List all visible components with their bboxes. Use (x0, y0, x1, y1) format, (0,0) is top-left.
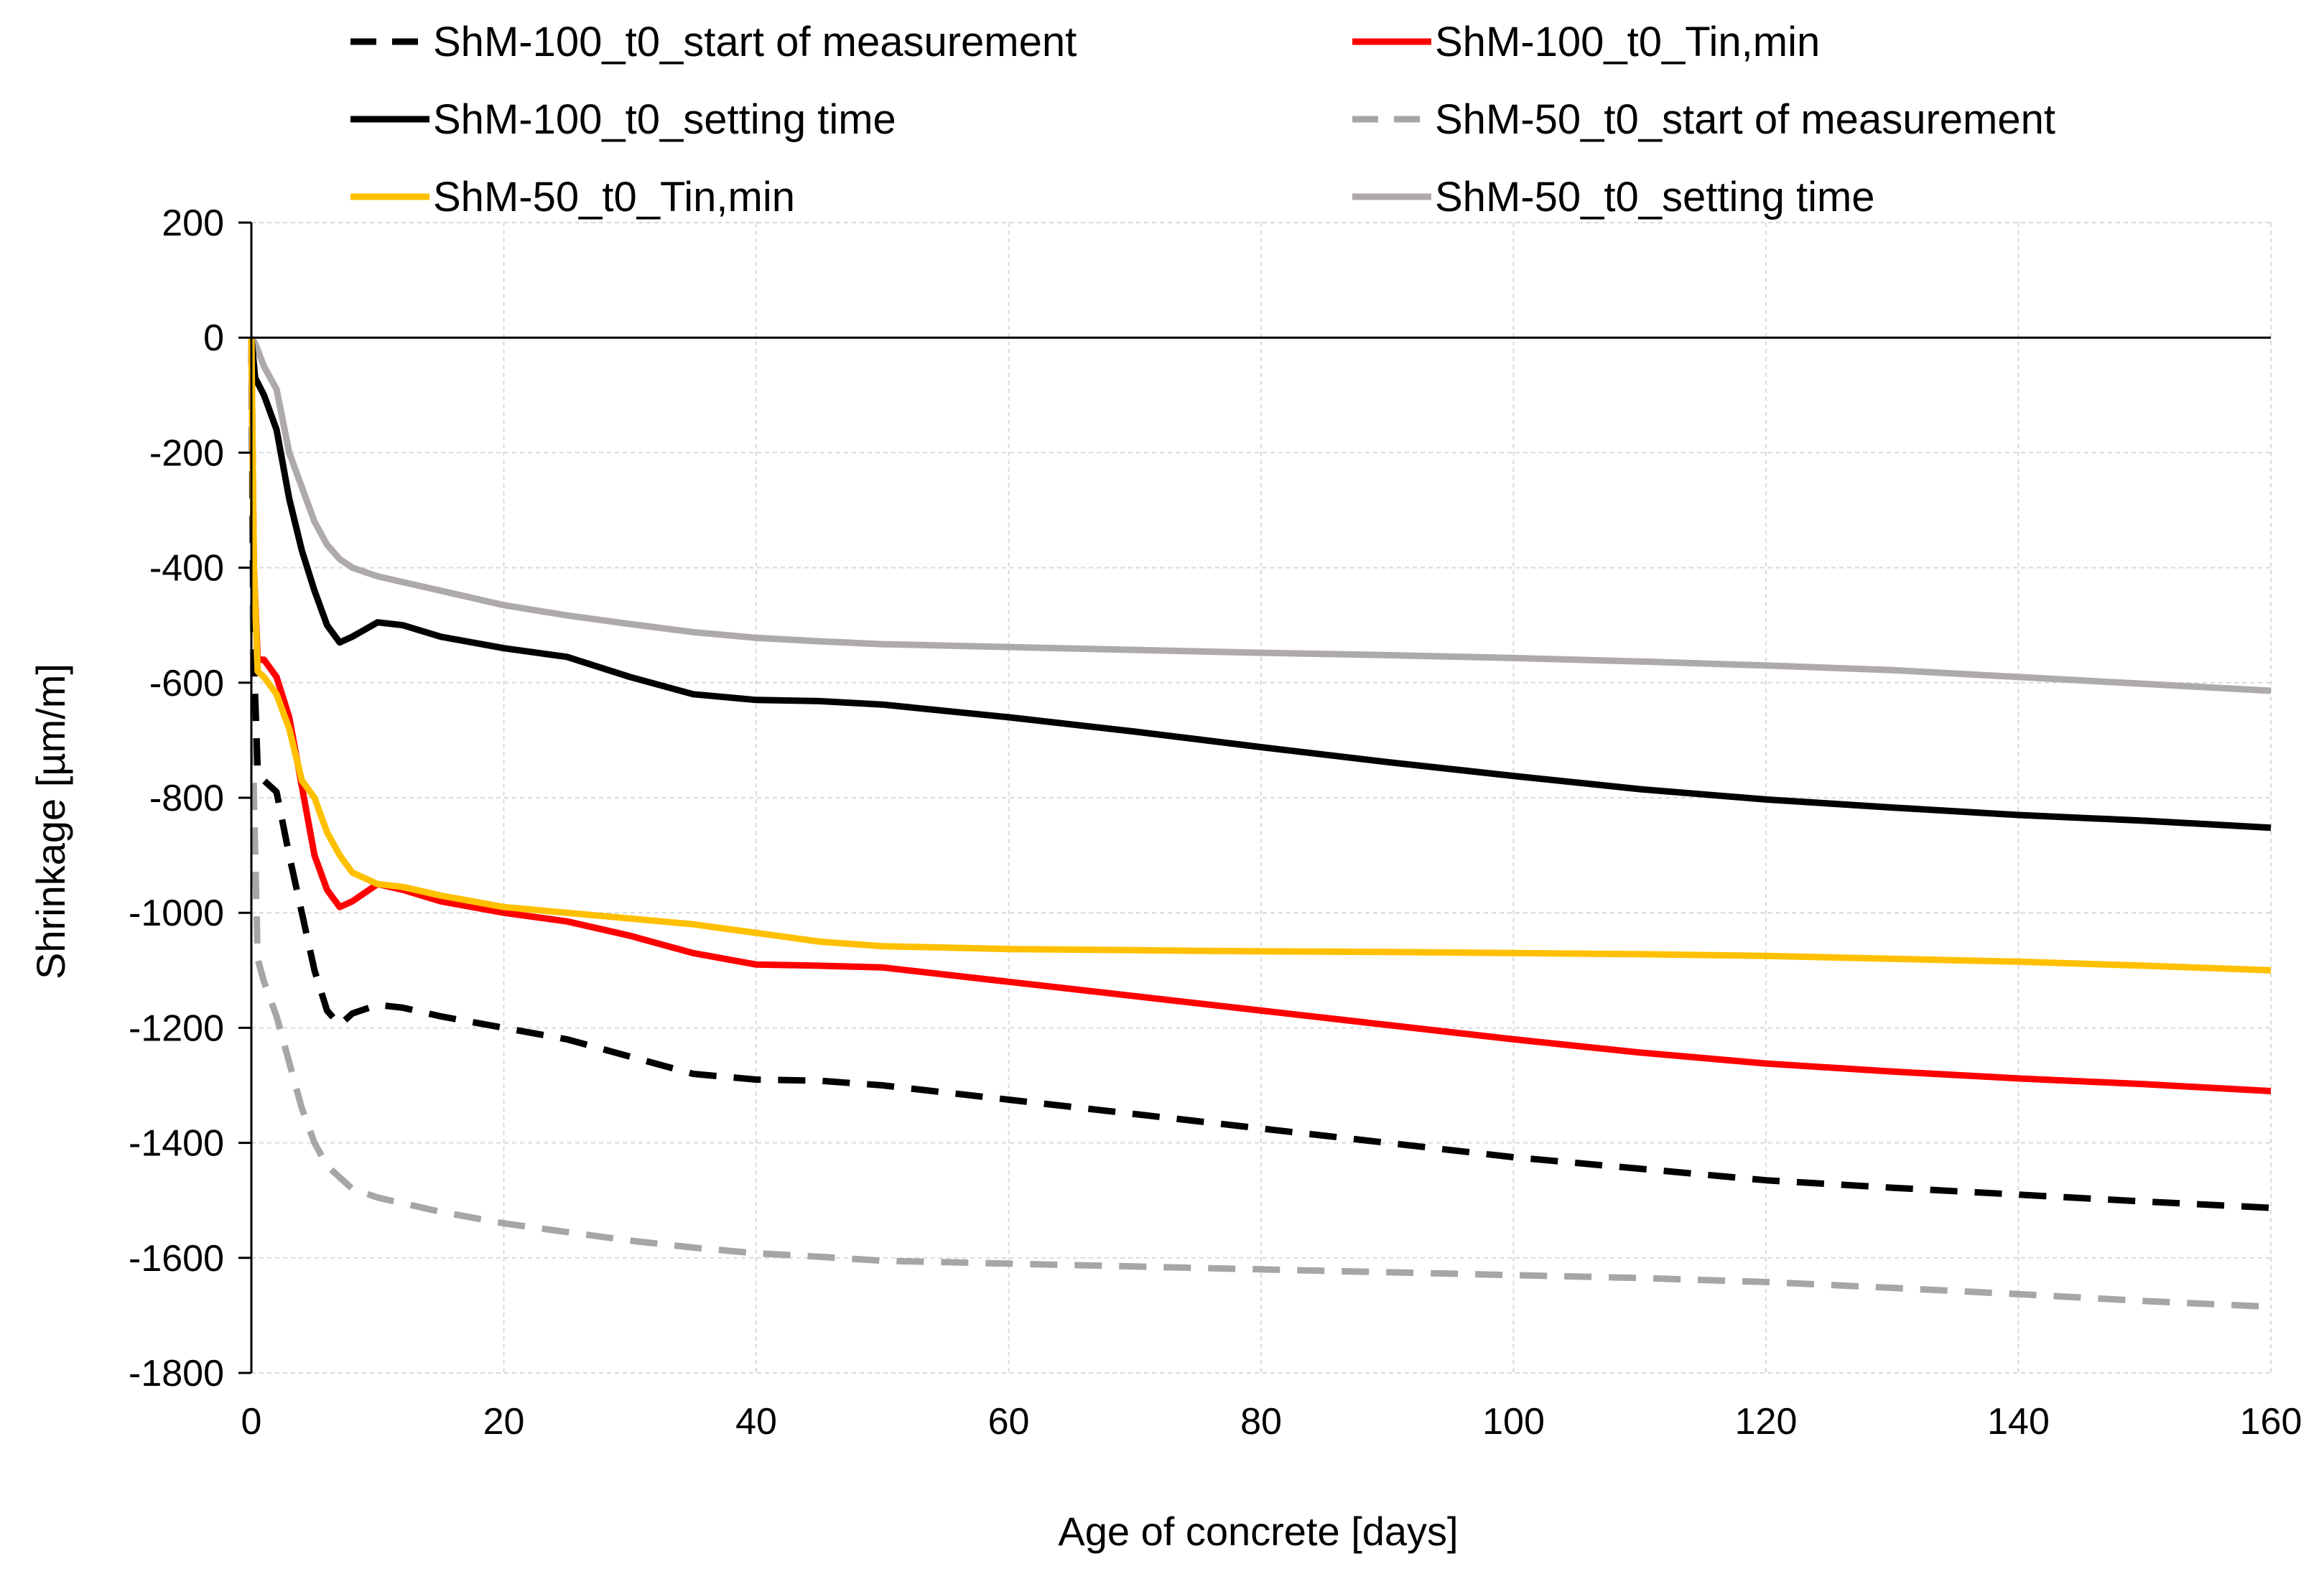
y-tick-label: -800 (149, 778, 224, 819)
series-line-0 (248, 337, 2272, 1211)
grid (251, 222, 2272, 1374)
axes (238, 221, 2271, 1374)
legend-label-5: ShM-50_t0_setting time (1435, 174, 1875, 220)
y-tick-label: -1000 (129, 893, 224, 934)
legend-label-0: ShM-100_t0_start of measurement (433, 19, 1077, 65)
legend: ShM-100_t0_start of measurement ShM-100_t… (350, 19, 2055, 220)
y-tick-label: -600 (149, 663, 224, 704)
series-line-3 (248, 337, 2272, 1310)
series-line-4 (248, 337, 2272, 974)
legend-label-3: ShM-50_t0_start of measurement (1435, 96, 2055, 143)
x-tick-label: 80 (1240, 1401, 1282, 1443)
y-tick-label: -1400 (129, 1123, 224, 1165)
x-tick-label: 160 (2240, 1401, 2302, 1443)
x-tick-label: 20 (483, 1401, 525, 1443)
legend-label-1: ShM-100_t0_Tin,min (1435, 19, 1820, 65)
y-tick-label: -400 (149, 548, 224, 590)
series-line-2 (248, 337, 2272, 832)
y-axis-title: Shrinkage [µm/m] (28, 663, 73, 979)
y-tick-label: -1200 (129, 1007, 224, 1049)
x-tick-label: 0 (241, 1401, 262, 1443)
x-axis-title: Age of concrete [days] (1058, 1509, 1458, 1554)
x-tick-label: 40 (735, 1401, 777, 1443)
x-tick-label: 60 (988, 1401, 1030, 1443)
y-tick-label: 200 (162, 202, 224, 244)
y-tick-label: -200 (149, 432, 224, 474)
y-tick-label: -1800 (129, 1353, 224, 1394)
y-tick-label: 0 (203, 317, 224, 359)
series-line-5 (248, 335, 2272, 694)
x-tick-label: 100 (1482, 1401, 1545, 1443)
legend-label-2: ShM-100_t0_setting time (433, 96, 896, 143)
x-tick-label: 140 (1987, 1401, 2050, 1443)
series-lines (248, 335, 2272, 1310)
y-tick-label: -1600 (129, 1238, 224, 1280)
x-tick-label: 120 (1735, 1401, 1798, 1443)
legend-label-4: ShM-50_t0_Tin,min (433, 174, 795, 220)
tick-labels: 2000-200-400-600-800-1000-1200-1400-1600… (129, 202, 2302, 1443)
